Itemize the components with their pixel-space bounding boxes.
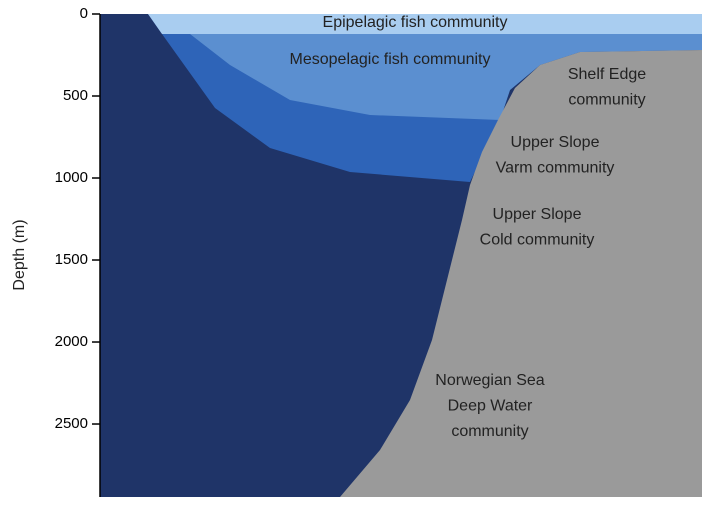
region-label: Varm community xyxy=(496,160,615,177)
tick-label: 0 xyxy=(80,5,88,22)
tick-label: 2500 xyxy=(55,415,88,432)
region-label: Norwegian Sea xyxy=(435,372,545,389)
region-label: Mesopelagic fish community xyxy=(290,51,491,68)
diagram: Depth (m) 0 500 1000 1500 2000 2500 Epipelagic… xyxy=(0,0,702,501)
tick-label: 1500 xyxy=(55,251,88,268)
tick-label: 1000 xyxy=(55,169,88,186)
tick-label: 500 xyxy=(63,87,88,104)
y-axis-label: Depth (m) xyxy=(11,219,28,290)
region-label: Deep Water xyxy=(448,398,533,415)
region-label: community xyxy=(451,423,528,440)
tick-label: 2000 xyxy=(55,333,88,350)
region-label: Upper Slope xyxy=(493,206,582,223)
region-label: Cold community xyxy=(480,232,595,249)
region-label: Epipelagic fish community xyxy=(323,14,508,31)
region-label: Shelf Edge xyxy=(568,66,646,83)
region-label: community xyxy=(568,92,645,109)
region-label: Upper Slope xyxy=(511,134,600,151)
